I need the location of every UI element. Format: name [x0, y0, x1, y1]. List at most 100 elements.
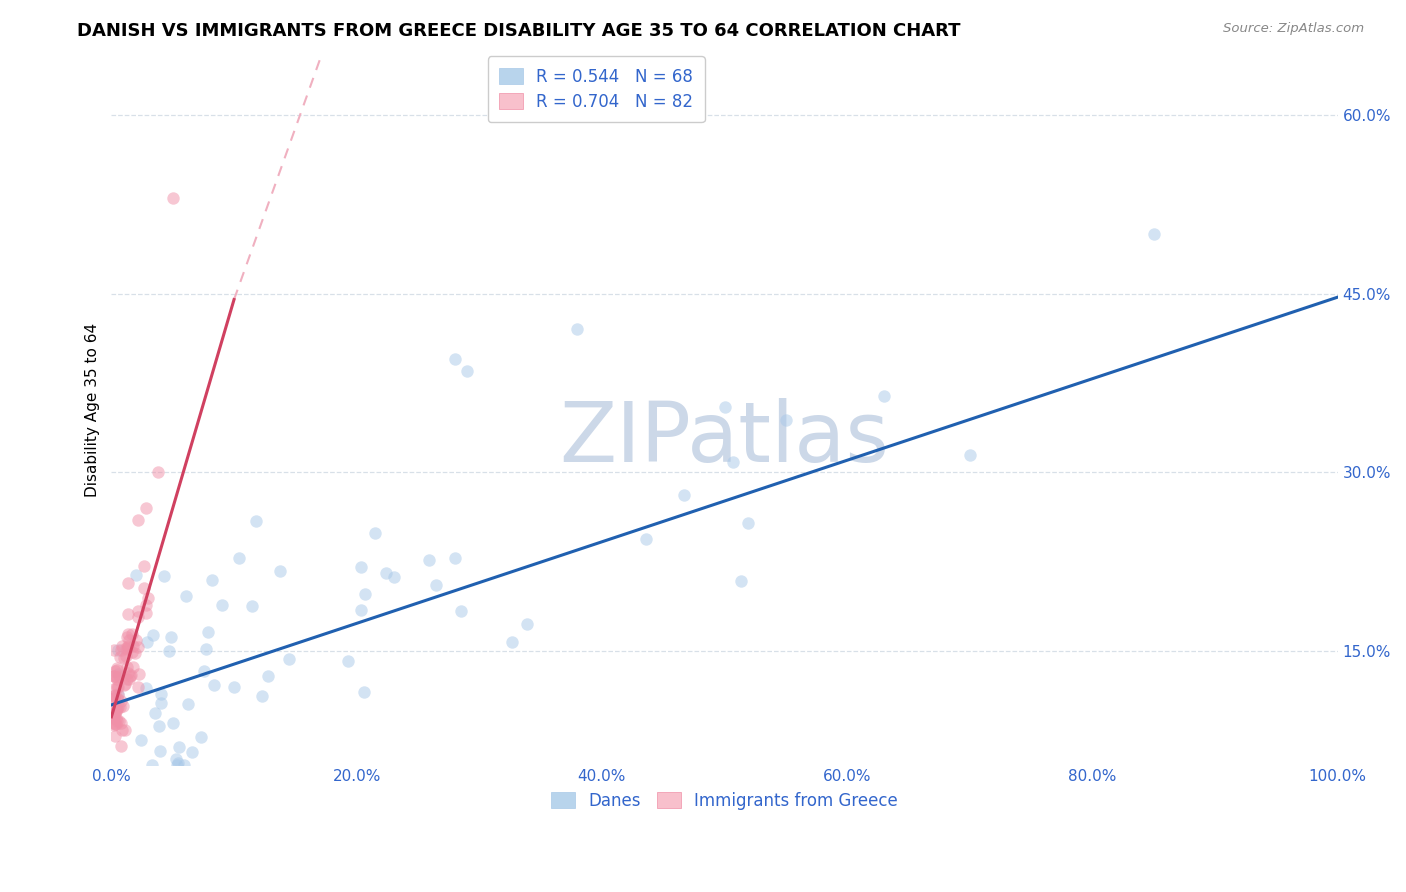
Point [110, 643, 132, 657]
Point [111, 723, 134, 737]
Point [194, 642, 217, 657]
Text: Source: ZipAtlas.com: Source: ZipAtlas.com [1223, 22, 1364, 36]
Point [103, 689, 125, 703]
Point [104, 701, 127, 715]
Point [105, 701, 128, 715]
Point [107, 643, 129, 657]
Point [353, 586, 375, 600]
Point [117, 639, 139, 653]
Point [211, 599, 233, 613]
Point [166, 757, 188, 772]
Point [104, 711, 127, 725]
Point [450, 604, 472, 618]
Point [162, 191, 184, 205]
Point [104, 730, 127, 744]
Point [120, 668, 142, 682]
Point [111, 698, 134, 713]
Point [269, 564, 291, 578]
Point [105, 717, 128, 731]
Point [104, 706, 127, 720]
Point [516, 616, 538, 631]
Point [160, 630, 183, 644]
Point [167, 740, 190, 755]
Point [107, 700, 129, 714]
Point [135, 501, 157, 516]
Point [107, 668, 129, 682]
Legend: Danes, Immigrants from Greece: Danes, Immigrants from Greece [544, 785, 904, 816]
Point [110, 739, 132, 753]
Point [103, 691, 125, 706]
Point [112, 678, 135, 692]
Point [142, 628, 165, 642]
Point [103, 643, 125, 657]
Point [121, 645, 143, 659]
Point [115, 630, 138, 644]
Point [107, 681, 129, 695]
Point [114, 640, 136, 655]
Point [180, 745, 202, 759]
Point [672, 488, 695, 502]
Point [105, 663, 128, 677]
Point [103, 718, 125, 732]
Point [127, 513, 149, 527]
Point [723, 455, 745, 469]
Point [353, 685, 375, 699]
Point [127, 604, 149, 618]
Point [136, 591, 159, 605]
Point [107, 667, 129, 681]
Point [336, 654, 359, 668]
Point [105, 691, 128, 706]
Point [121, 660, 143, 674]
Point [107, 688, 129, 702]
Point [127, 680, 149, 694]
Point [190, 730, 212, 744]
Point [135, 598, 157, 612]
Point [634, 532, 657, 546]
Point [193, 664, 215, 678]
Point [105, 661, 128, 675]
Point [103, 715, 125, 730]
Point [364, 525, 387, 540]
Point [567, 322, 589, 336]
Point [224, 681, 246, 695]
Y-axis label: Disability Age 35 to 64: Disability Age 35 to 64 [86, 323, 100, 497]
Point [122, 640, 145, 654]
Point [105, 670, 128, 684]
Point [252, 689, 274, 703]
Point [117, 640, 139, 655]
Point [135, 606, 157, 620]
Point [104, 717, 127, 731]
Point [117, 576, 139, 591]
Point [157, 644, 180, 658]
Point [127, 640, 149, 655]
Point [117, 626, 139, 640]
Point [176, 698, 198, 712]
Point [108, 714, 131, 728]
Point [108, 649, 131, 664]
Point [104, 688, 127, 702]
Point [148, 719, 170, 733]
Point [115, 649, 138, 664]
Point [1143, 227, 1166, 241]
Point [103, 669, 125, 683]
Point [104, 665, 127, 679]
Point [176, 589, 198, 603]
Point [132, 581, 155, 595]
Point [111, 640, 134, 654]
Point [103, 707, 125, 722]
Point [115, 672, 138, 686]
Point [105, 714, 128, 729]
Point [256, 669, 278, 683]
Point [228, 551, 250, 566]
Point [110, 699, 132, 714]
Point [125, 568, 148, 582]
Point [103, 669, 125, 683]
Point [121, 627, 143, 641]
Text: DANISH VS IMMIGRANTS FROM GREECE DISABILITY AGE 35 TO 64 CORRELATION CHART: DANISH VS IMMIGRANTS FROM GREECE DISABIL… [77, 22, 960, 40]
Point [443, 551, 465, 566]
Point [129, 732, 152, 747]
Point [173, 757, 195, 772]
Point [202, 678, 225, 692]
Point [278, 652, 301, 666]
Point [350, 560, 373, 574]
